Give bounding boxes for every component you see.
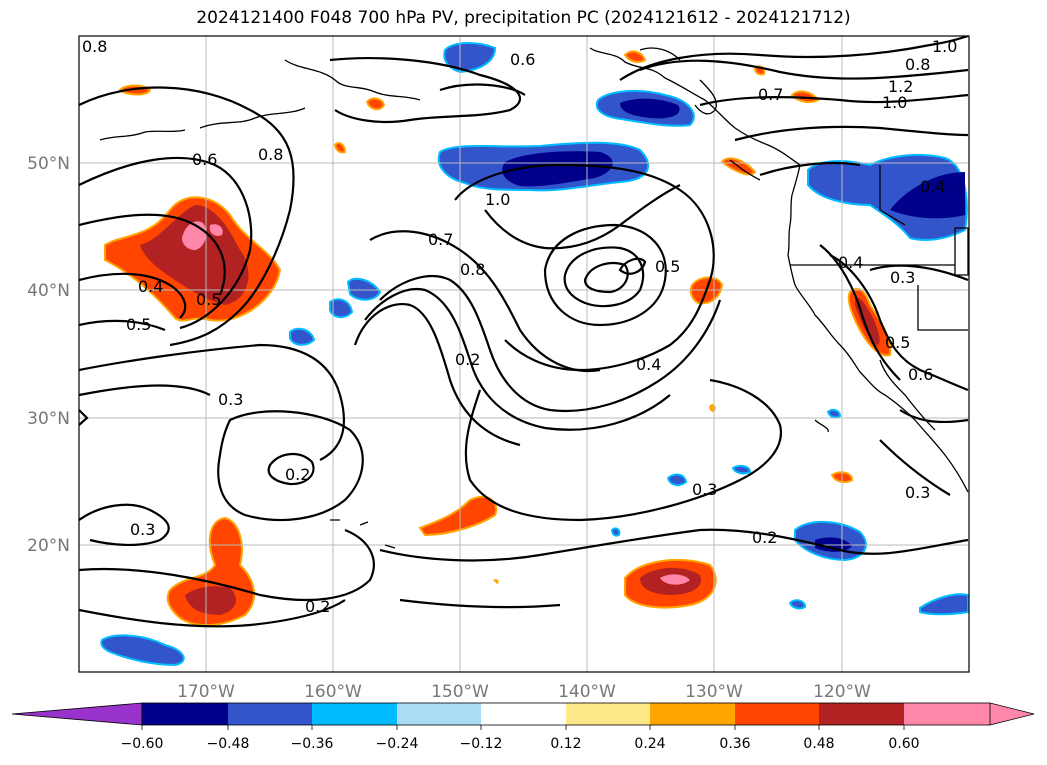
precip-blob: [620, 98, 680, 119]
map-title: 2024121400 F048 700 hPa PV, precipitatio…: [196, 8, 851, 28]
colorbar: −0.60 −0.48 −0.36 −0.24 −0.12 0.12 0.24 …: [11, 702, 1035, 752]
precip-blob: [731, 464, 752, 475]
colorbar-swatch: [566, 703, 650, 725]
precip-blob: [443, 42, 497, 74]
colorbar-swatch: [481, 703, 566, 725]
lat-label: 30°N: [27, 409, 70, 429]
precip-blob: [493, 579, 499, 584]
lat-label: 40°N: [27, 281, 70, 301]
precip-blob: [185, 586, 236, 615]
colorbar-tick: 0.12: [550, 736, 581, 752]
lon-label: 160°W: [304, 682, 362, 702]
precip-blob: [365, 97, 386, 111]
precip-blob: [919, 593, 969, 616]
contour-label: 0.5: [655, 257, 680, 276]
precip-blob: [346, 277, 382, 301]
contour-label: 1.0: [485, 190, 510, 209]
contour-label: 0.4: [636, 355, 661, 374]
precip-blob: [623, 50, 647, 64]
contour-label: 0.7: [428, 230, 453, 249]
precip-blob: [502, 151, 613, 187]
lon-label: 130°W: [685, 682, 743, 702]
contour-label: 0.3: [890, 268, 915, 287]
contour-label: 0.5: [126, 315, 151, 334]
contour-label: 1.0: [932, 37, 957, 56]
colorbar-swatch: [735, 703, 819, 725]
precip-negative: [100, 42, 969, 667]
colorbar-tick: 0.60: [888, 736, 919, 752]
lat-label: 50°N: [27, 154, 70, 174]
contour-label: 1.2: [888, 77, 913, 96]
precip-blob: [418, 495, 498, 537]
contour-label: 0.4: [138, 277, 163, 296]
lon-label: 170°W: [177, 682, 235, 702]
pv-contours: [79, 36, 969, 628]
colorbar-tick: −0.12: [460, 736, 503, 752]
contour-label: 0.8: [905, 55, 930, 74]
colorbar-tick: 0.24: [634, 736, 665, 752]
contour-label: 0.6: [192, 150, 217, 169]
contour-label: 0.2: [305, 597, 330, 616]
longitude-labels: 170°W 160°W 150°W 140°W 130°W 120°W: [177, 682, 871, 702]
colorbar-swatch: [228, 703, 312, 725]
contour-label: 0.2: [285, 465, 310, 484]
contour-label: 0.3: [130, 520, 155, 539]
contour-label: 0.8: [82, 37, 107, 56]
precip-blob: [826, 408, 842, 419]
colorbar-tick: −0.24: [376, 736, 419, 752]
lon-label: 120°W: [813, 682, 871, 702]
contour-label: 0.3: [905, 483, 930, 502]
contour-label: 0.8: [460, 260, 485, 279]
precip-blob: [788, 599, 807, 610]
precip-blob: [610, 527, 621, 537]
contour-label: 1.0: [882, 93, 907, 112]
colorbar-swatch: [397, 703, 481, 725]
map-area: 0.8 0.6 0.8 1.0 1.2 1.0 0.7 0.6 0.8 1.0 …: [79, 36, 969, 672]
contour-labels: 0.8 0.6 0.8 1.0 1.2 1.0 0.7 0.6 0.8 1.0 …: [82, 37, 957, 616]
precip-blob: [709, 404, 716, 412]
contour-label: 0.5: [196, 290, 221, 309]
contour-label: 0.6: [908, 365, 933, 384]
contour-label: 0.3: [218, 390, 243, 409]
precip-blob: [807, 153, 968, 241]
contour-label: 0.8: [258, 145, 283, 164]
contour-label: 0.2: [455, 350, 480, 369]
precip-blob: [660, 574, 690, 585]
contour-label: 0.6: [510, 50, 535, 69]
contour-label: 0.5: [885, 333, 910, 352]
latitude-labels: 50°N 40°N 30°N 20°N: [27, 154, 70, 556]
precip-blob: [333, 142, 347, 154]
contour-label: 0.2: [752, 528, 777, 547]
colorbar-extend-low: [11, 702, 143, 726]
precip-blob: [209, 224, 223, 236]
colorbar-swatch: [142, 703, 228, 725]
colorbar-swatch: [819, 703, 904, 725]
lon-label: 150°W: [431, 682, 489, 702]
colorbar-tick: 0.36: [719, 736, 750, 752]
colorbar-extend-high: [904, 703, 1034, 725]
colorbar-tick: −0.48: [207, 736, 250, 752]
precip-blob: [329, 298, 354, 318]
lon-label: 140°W: [558, 682, 616, 702]
contour-label: 0.4: [838, 253, 863, 272]
lat-label: 20°N: [27, 536, 70, 556]
colorbar-swatch: [312, 703, 397, 725]
colorbar-tick: 0.48: [803, 736, 834, 752]
colorbar-tick: −0.60: [121, 736, 164, 752]
precip-blob: [890, 172, 965, 219]
precip-blob: [666, 473, 688, 487]
contour-label: 0.4: [920, 177, 945, 196]
map-frame: [78, 35, 970, 673]
colorbar-tick: −0.36: [291, 736, 334, 752]
contour-label: 0.3: [692, 480, 717, 499]
precip-blob: [289, 327, 316, 346]
contour-label: 0.7: [758, 85, 783, 104]
precip-blob: [790, 90, 820, 104]
colorbar-swatch: [650, 703, 735, 725]
precip-blob: [100, 634, 185, 667]
